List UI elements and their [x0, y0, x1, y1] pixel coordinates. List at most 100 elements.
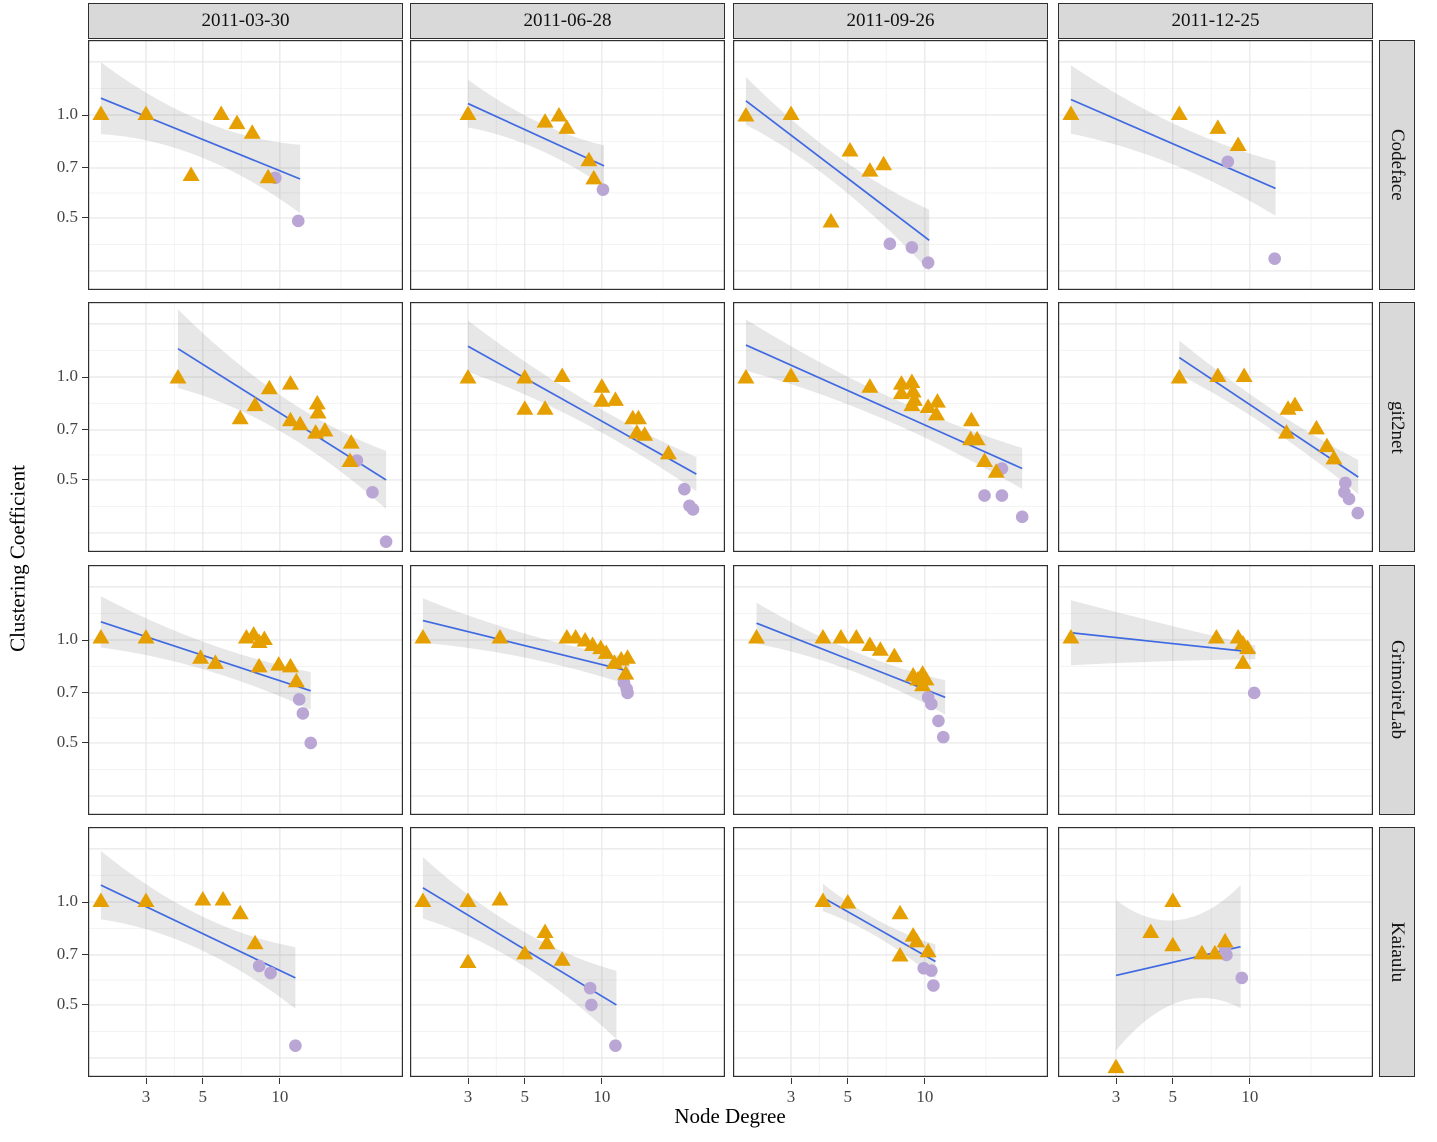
x-tick-label: 3 — [463, 1087, 473, 1106]
triangle-point — [927, 405, 945, 421]
triangle-point — [737, 107, 755, 122]
triangle-point — [536, 113, 554, 128]
circle-point — [609, 1039, 622, 1053]
y-tick-mark — [82, 639, 88, 641]
circle-point — [585, 998, 598, 1012]
y-tick-mark — [82, 479, 88, 481]
confidence-band — [422, 598, 630, 685]
confidence-band — [745, 319, 1023, 490]
circle-point — [583, 981, 597, 995]
triangle-point — [516, 400, 534, 415]
triangle-point — [962, 411, 980, 427]
triangle-point — [1277, 424, 1295, 439]
triangle-point — [917, 670, 935, 686]
triangle-point — [1216, 932, 1234, 948]
x-tick-mark — [601, 1078, 603, 1084]
circle-point — [936, 730, 950, 744]
circle-point — [1268, 252, 1281, 266]
triangle-point — [246, 934, 264, 950]
x-tick-label: 10 — [1241, 1087, 1259, 1106]
triangle-point — [1209, 367, 1227, 383]
triangle-point — [536, 400, 554, 415]
triangle-point — [414, 892, 432, 908]
triangle-point — [553, 951, 571, 966]
triangle-point — [737, 369, 755, 384]
circle-point — [366, 486, 379, 499]
triangle-point — [832, 629, 850, 644]
triangle-point — [861, 378, 879, 393]
facet-panel-git2net-2011-03-30 — [88, 302, 403, 552]
triangle-point — [231, 904, 249, 920]
triangle-point — [871, 641, 889, 656]
facet-panel-Kaiaulu-2011-09-26 — [733, 827, 1048, 1077]
circle-point — [686, 503, 700, 516]
facet-panel-Codeface-2011-09-26 — [733, 40, 1048, 290]
facet-strip-label: 2011-03-30 — [201, 10, 290, 31]
triangle-point — [875, 155, 893, 171]
facet-panel-GrimoireLab-2011-12-25 — [1058, 565, 1373, 815]
triangle-point — [903, 396, 921, 412]
x-axis-title: Node Degree — [674, 1104, 786, 1128]
y-tick-label: 0.5 — [56, 731, 78, 751]
trend-line — [745, 100, 930, 242]
circle-point — [978, 489, 991, 502]
x-tick-mark — [1172, 1078, 1174, 1084]
circle-point — [927, 979, 940, 992]
confidence-band — [468, 320, 697, 492]
x-tick-mark — [790, 1078, 792, 1084]
circle-point — [296, 707, 310, 720]
triangle-point — [908, 932, 926, 948]
facet-strip-row-0: Codeface — [1379, 40, 1415, 290]
circle-point — [291, 214, 305, 228]
circle-point — [932, 714, 945, 728]
facet-strip-col-0: 2011-03-30 — [88, 3, 403, 39]
triangle-point — [491, 629, 509, 644]
facet-panel-Codeface-2011-06-28 — [410, 40, 725, 290]
triangle-point — [1239, 639, 1257, 655]
facet-panel-GrimoireLab-2011-03-30 — [88, 565, 403, 815]
triangle-point — [593, 392, 611, 407]
triangle-point — [1325, 449, 1343, 465]
circle-point — [289, 1039, 302, 1053]
triangle-point — [1142, 923, 1160, 938]
facet-panel-Codeface-2011-12-25 — [1058, 40, 1373, 290]
triangle-point — [206, 654, 224, 669]
triangle-point — [459, 105, 477, 121]
facet-strip-label: Kaiaulu — [1387, 921, 1408, 983]
triangle-point — [580, 151, 598, 167]
x-tick-mark — [524, 1078, 526, 1084]
triangle-point — [1062, 105, 1080, 121]
y-tick-mark — [82, 167, 88, 169]
triangle-point — [414, 629, 432, 644]
triangle-point — [861, 162, 879, 177]
triangle-point — [259, 168, 277, 184]
facet-strip-row-2: GrimoireLab — [1379, 565, 1415, 815]
facet-panel-git2net-2011-09-26 — [733, 302, 1048, 552]
x-tick-label: 5 — [1168, 1087, 1178, 1106]
circle-point — [1247, 686, 1261, 700]
triangle-point — [459, 953, 477, 968]
trend-line — [1070, 631, 1256, 654]
triangle-point — [919, 398, 937, 413]
facet-strip-label: GrimoireLab — [1387, 640, 1408, 740]
triangle-point — [976, 452, 994, 467]
y-tick-mark — [82, 692, 88, 694]
triangle-point — [516, 944, 534, 960]
triangle-point — [1107, 1058, 1125, 1074]
y-tick-mark — [82, 901, 88, 903]
circle-point — [1221, 155, 1235, 169]
triangle-point — [782, 367, 800, 383]
x-tick-label: 5 — [843, 1087, 853, 1106]
facet-strip-label: 2011-12-25 — [1171, 10, 1260, 31]
x-tick-label: 10 — [271, 1087, 289, 1106]
circle-point — [905, 241, 919, 254]
y-tick-label: 0.7 — [56, 681, 78, 701]
y-tick-label: 0.7 — [56, 943, 78, 963]
circle-point — [678, 482, 691, 496]
y-tick-mark — [82, 376, 88, 378]
facet-panel-Kaiaulu-2011-12-25 — [1058, 827, 1373, 1077]
triangle-point — [782, 105, 800, 121]
triangle-point — [281, 411, 299, 427]
triangle-point — [250, 657, 268, 673]
facet-strip-label: 2011-06-28 — [523, 10, 612, 31]
